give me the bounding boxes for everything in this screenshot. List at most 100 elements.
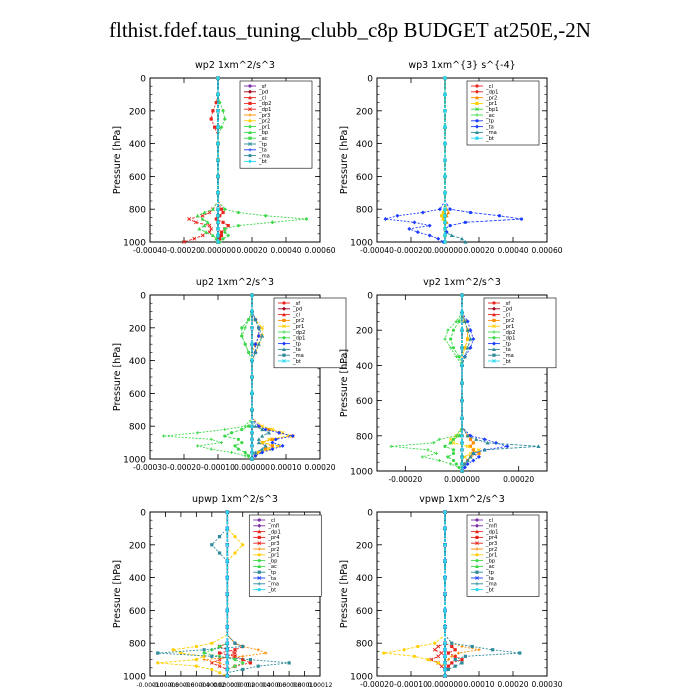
data-point [457, 651, 461, 655]
data-point [460, 661, 464, 665]
data-point [233, 651, 237, 655]
data-point [485, 440, 490, 445]
data-point [256, 664, 260, 668]
legend-label: _pr3 [485, 541, 497, 547]
data-point [263, 443, 268, 448]
data-point [197, 226, 202, 231]
legend-marker [475, 523, 479, 528]
y-tick-label: 1000 [350, 239, 373, 249]
data-point [241, 658, 245, 662]
data-point [441, 217, 445, 221]
data-point [427, 233, 432, 238]
data-point [256, 325, 261, 330]
x-tick-label: 0.00060 [531, 246, 562, 255]
data-point [211, 109, 215, 113]
series-line [183, 78, 219, 243]
data-point [497, 214, 501, 218]
data-point [248, 661, 253, 665]
legend-marker [475, 113, 479, 117]
data-point [432, 441, 436, 445]
legend-label: _pr3 [258, 113, 270, 119]
data-point [471, 458, 476, 463]
data-point [382, 651, 386, 655]
data-point [460, 469, 464, 473]
y-tick-label: 1000 [123, 673, 146, 683]
legend-marker [282, 301, 286, 305]
data-point [216, 207, 220, 212]
data-point [460, 381, 464, 385]
legend-marker [475, 547, 479, 551]
y-tick-label: 600 [356, 173, 373, 183]
data-point [209, 117, 213, 121]
series-bt [443, 510, 447, 678]
data-point [250, 424, 254, 429]
data-point [280, 443, 285, 448]
data-point [471, 337, 476, 341]
data-point [518, 651, 522, 655]
data-point [443, 543, 447, 547]
legend-marker [257, 529, 262, 534]
x-tick-label: 0.00020 [463, 246, 494, 255]
legend-marker [257, 535, 261, 539]
x-tick-label: 0.00006 [261, 682, 286, 689]
legend-label: _ta [292, 347, 301, 353]
legend-marker [257, 570, 261, 574]
legend-marker [248, 124, 252, 129]
data-point [267, 437, 271, 442]
legend-box [248, 514, 322, 597]
data-point [443, 608, 447, 613]
data-point [240, 441, 244, 445]
legend: _sf_pd_cl_dp2_dp1_pr3_pr2_pr1_bp_ac_tp_t… [239, 80, 313, 169]
data-point [453, 658, 457, 662]
data-point [468, 437, 473, 441]
data-point [270, 447, 275, 452]
legend-marker [282, 359, 286, 363]
data-point [451, 328, 456, 332]
x-tick-label: -0.00020 [167, 246, 201, 255]
data-point [236, 437, 240, 441]
legend: _sf_pd_cl_pr2_pr1_dp2_dp1_tp_ta_ma_bt [273, 297, 347, 369]
data-point [253, 453, 258, 458]
legend-label: _pr2 [267, 547, 279, 553]
y-tick-label: 800 [129, 423, 146, 433]
data-point [449, 337, 453, 341]
data-point [250, 450, 254, 455]
series-bt [250, 293, 254, 461]
legend-label: _pr2 [292, 318, 304, 324]
legend-marker [492, 353, 496, 357]
data-point [222, 207, 227, 212]
data-point [460, 455, 464, 459]
data-point [253, 317, 258, 322]
data-point [225, 592, 229, 596]
series-line [391, 295, 463, 472]
panel-5: upwp 1xm^2/s^3 Pressure [hPa] 0 200 400 600 80… [112, 494, 333, 689]
data-point [222, 230, 227, 235]
data-point [253, 350, 258, 354]
legend-label: _pr1 [292, 324, 304, 330]
data-point [412, 654, 416, 658]
x-tick-label: 0.00012 [308, 682, 333, 689]
data-point [216, 76, 220, 80]
x-tick-label: -0.00010 [201, 463, 235, 472]
data-point [216, 108, 220, 113]
data-point [449, 462, 453, 466]
data-point [196, 444, 200, 448]
data-point [446, 328, 450, 332]
data-point [443, 559, 447, 563]
data-point [230, 431, 234, 435]
series-dp2 [389, 293, 464, 473]
data-point [260, 424, 265, 429]
legend-marker [248, 142, 252, 146]
data-point [443, 592, 447, 596]
y-tick-label: 600 [129, 390, 146, 400]
data-point [216, 220, 220, 225]
data-point [453, 664, 457, 668]
data-point [240, 326, 244, 330]
legend-label: _pr1 [485, 101, 497, 107]
data-point [217, 644, 222, 649]
data-point [260, 427, 265, 432]
data-point [446, 210, 451, 215]
data-point [437, 437, 441, 441]
data-point [216, 190, 220, 195]
legend-label: _cl [292, 312, 300, 318]
